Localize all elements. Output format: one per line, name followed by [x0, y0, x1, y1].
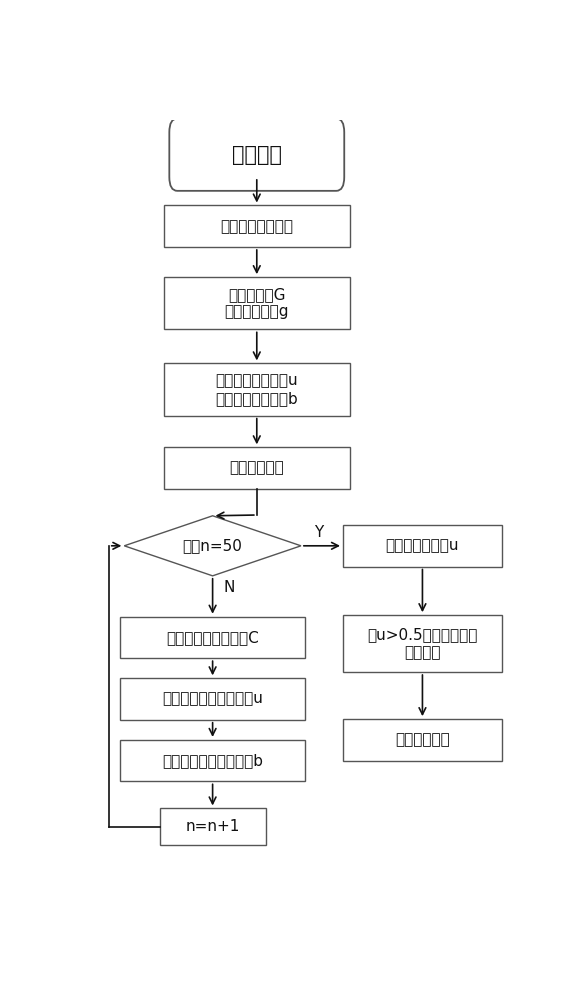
Bar	[343, 719, 502, 761]
Text: 设置高斯窗G
设置截止函数g: 设置高斯窗G 设置截止函数g	[225, 287, 289, 319]
Polygon shape	[124, 516, 301, 576]
Text: 输出分割结果: 输出分割结果	[395, 732, 450, 747]
Text: 图像灰度值归一化: 图像灰度值归一化	[220, 219, 294, 234]
Bar	[164, 205, 349, 247]
Bar	[120, 740, 306, 781]
Text: 按公式推导偏置场矩阵b: 按公式推导偏置场矩阵b	[162, 753, 263, 768]
Text: 进行迭代计算: 进行迭代计算	[229, 461, 284, 476]
Text: 判断n=50: 判断n=50	[182, 538, 243, 553]
Bar	[160, 808, 266, 845]
Text: 按公式推导聚类中心C: 按公式推导聚类中心C	[166, 630, 259, 645]
Bar	[164, 277, 349, 329]
FancyBboxPatch shape	[169, 118, 344, 191]
Text: N: N	[223, 580, 235, 595]
Text: 初始化零属度矩阵u
初始化偏置场矩阵b: 初始化零属度矩阵u 初始化偏置场矩阵b	[215, 373, 298, 406]
Text: 取u>0.5的区域就是目
标区域。: 取u>0.5的区域就是目 标区域。	[367, 627, 478, 660]
Text: Y: Y	[314, 525, 323, 540]
Bar	[120, 617, 306, 658]
Text: 输出零属度矩阵u: 输出零属度矩阵u	[386, 538, 459, 553]
Bar	[343, 615, 502, 672]
Text: 按公式推导零属度矩阵u: 按公式推导零属度矩阵u	[162, 692, 263, 707]
Bar	[343, 525, 502, 567]
Bar	[164, 447, 349, 489]
Bar	[120, 678, 306, 720]
Text: 原始图像: 原始图像	[232, 145, 282, 165]
Bar	[164, 363, 349, 416]
Text: n=n+1: n=n+1	[185, 819, 240, 834]
